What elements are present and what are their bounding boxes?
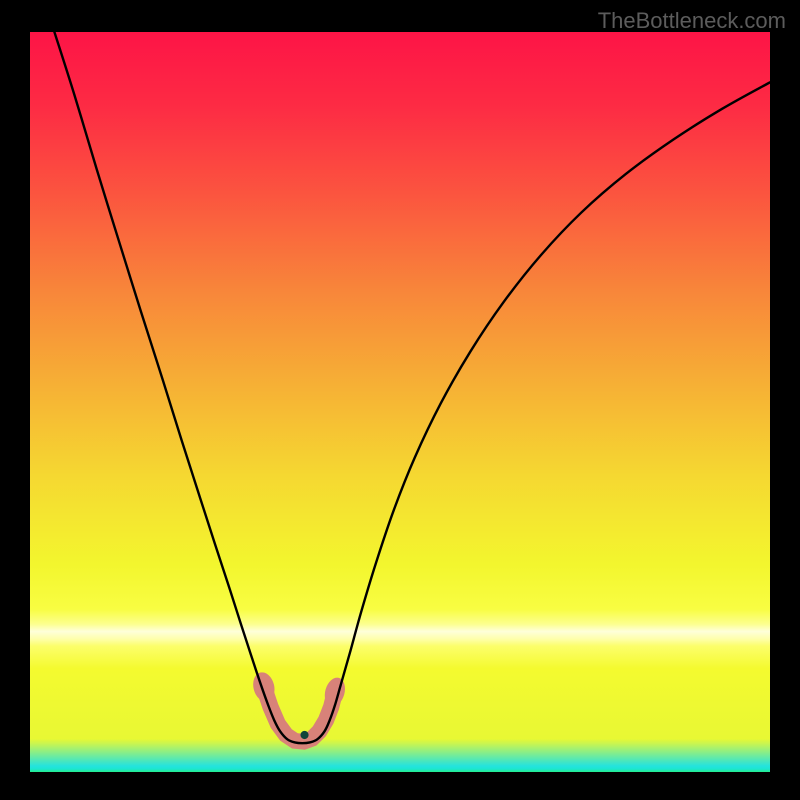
marker-dot	[300, 731, 308, 739]
bottleneck-curve	[54, 32, 770, 743]
plot-area	[30, 32, 770, 772]
curve-layer	[30, 32, 770, 772]
watermark-text: TheBottleneck.com	[598, 8, 786, 34]
chart-frame	[0, 0, 800, 800]
